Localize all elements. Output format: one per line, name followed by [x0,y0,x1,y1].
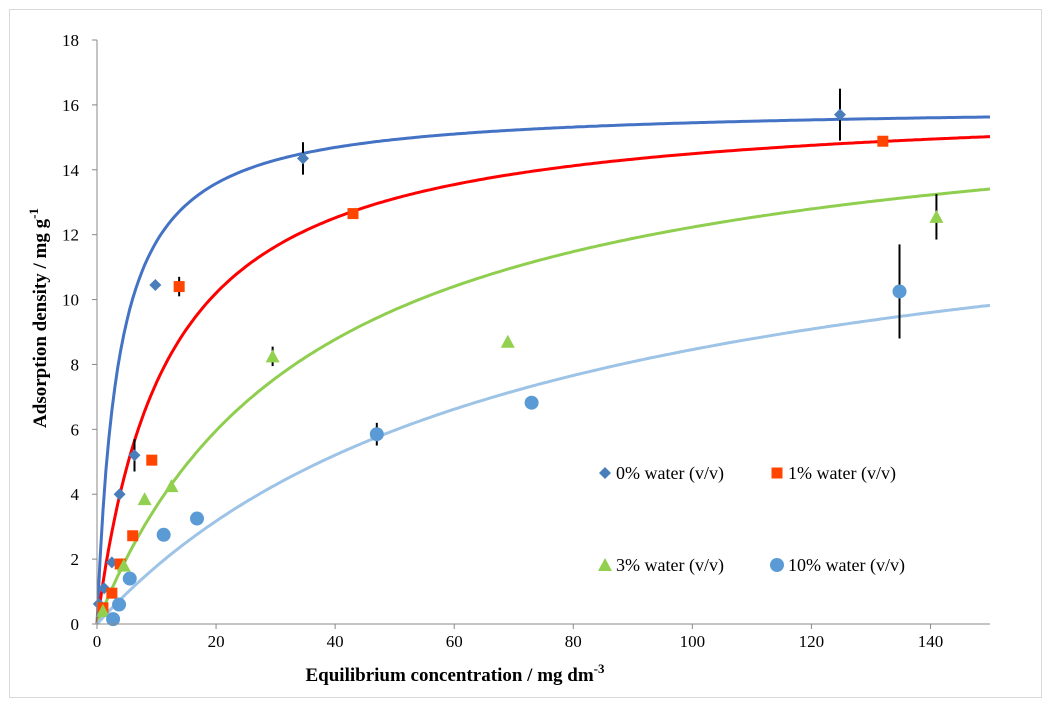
data-point-series-1 [833,108,846,121]
y-tick-label: 2 [71,550,80,569]
legend-marker-series-2 [771,467,783,479]
data-point-series-2 [127,530,139,542]
data-point-series-2 [114,558,126,570]
y-tick-label: 18 [62,31,79,50]
y-tick-label: 0 [71,615,80,634]
data-point-series-3 [265,349,280,363]
fit-curve-series-3 [95,187,991,625]
x-tick-label: 140 [918,632,944,651]
legend-marker-series-1 [599,467,611,479]
fit-curve-series-4 [95,303,991,626]
x-tick-label: 60 [446,632,463,651]
chart-border [9,9,1042,698]
data-point-series-3 [137,492,152,506]
data-point-series-2 [106,587,118,599]
x-axis-title: Equilibrium concentration / mg dm-3 [305,661,605,686]
data-point-series-1 [296,152,309,165]
data-point-series-4 [190,511,205,526]
legend-entry-series-4: 10% water (v/v) [770,555,905,576]
data-point-series-4 [369,427,384,442]
data-point-series-1 [113,488,126,501]
fit-curve-series-2 [95,135,991,625]
data-point-series-4 [524,395,539,410]
data-point-series-2 [877,135,889,147]
data-point-series-4 [156,527,171,542]
legend-entry-series-2: 1% water (v/v) [771,463,896,484]
legend-marker-series-3 [598,558,612,571]
legend-label-series-4: 10% water (v/v) [788,555,905,576]
legend-label-series-3: 3% water (v/v) [616,555,724,576]
legend-entry-series-3: 3% water (v/v) [598,555,724,576]
data-point-series-4 [112,597,127,612]
x-tick-label: 40 [327,632,344,651]
x-tick-label: 0 [93,632,102,651]
data-point-series-3 [929,209,944,223]
data-point-series-1 [128,449,141,462]
x-tick-label: 120 [799,632,825,651]
data-point-series-4 [892,284,907,299]
y-tick-label: 6 [71,420,80,439]
data-point-series-1 [149,278,162,291]
legend-label-series-2: 1% water (v/v) [788,463,896,484]
tick-labels: 0 20 40 60 80 100 120 140 0 2 4 6 8 10 12 14 16 18 [62,31,943,651]
x-tick-label: 20 [208,632,225,651]
data-points [92,108,944,627]
data-point-series-2 [347,208,359,220]
legend-entry-series-1: 0% water (v/v) [599,463,724,484]
data-point-series-4 [122,571,137,586]
data-point-series-4 [106,612,121,627]
data-point-series-2 [146,454,158,466]
legend-marker-series-4 [770,558,784,572]
data-point-series-3 [500,334,515,348]
data-point-series-3 [116,558,131,572]
y-tick-label: 14 [62,161,80,180]
x-tick-label: 100 [680,632,706,651]
y-tick-label: 16 [62,96,79,115]
data-point-series-3 [164,479,179,493]
legend-label-series-1: 0% water (v/v) [616,463,724,484]
y-axis-title: Adsorption density / mg g-1 [26,208,51,428]
legend: 0% water (v/v) 1% water (v/v) 3% water (v/… [598,463,905,576]
y-tick-label: 12 [62,226,79,245]
data-point-series-2 [173,281,185,293]
y-tick-label: 8 [71,355,80,374]
axes [96,40,990,625]
y-tick-label: 4 [71,485,80,504]
x-tick-label: 80 [565,632,582,651]
data-point-series-3 [95,604,110,618]
y-tick-label: 10 [62,291,79,310]
